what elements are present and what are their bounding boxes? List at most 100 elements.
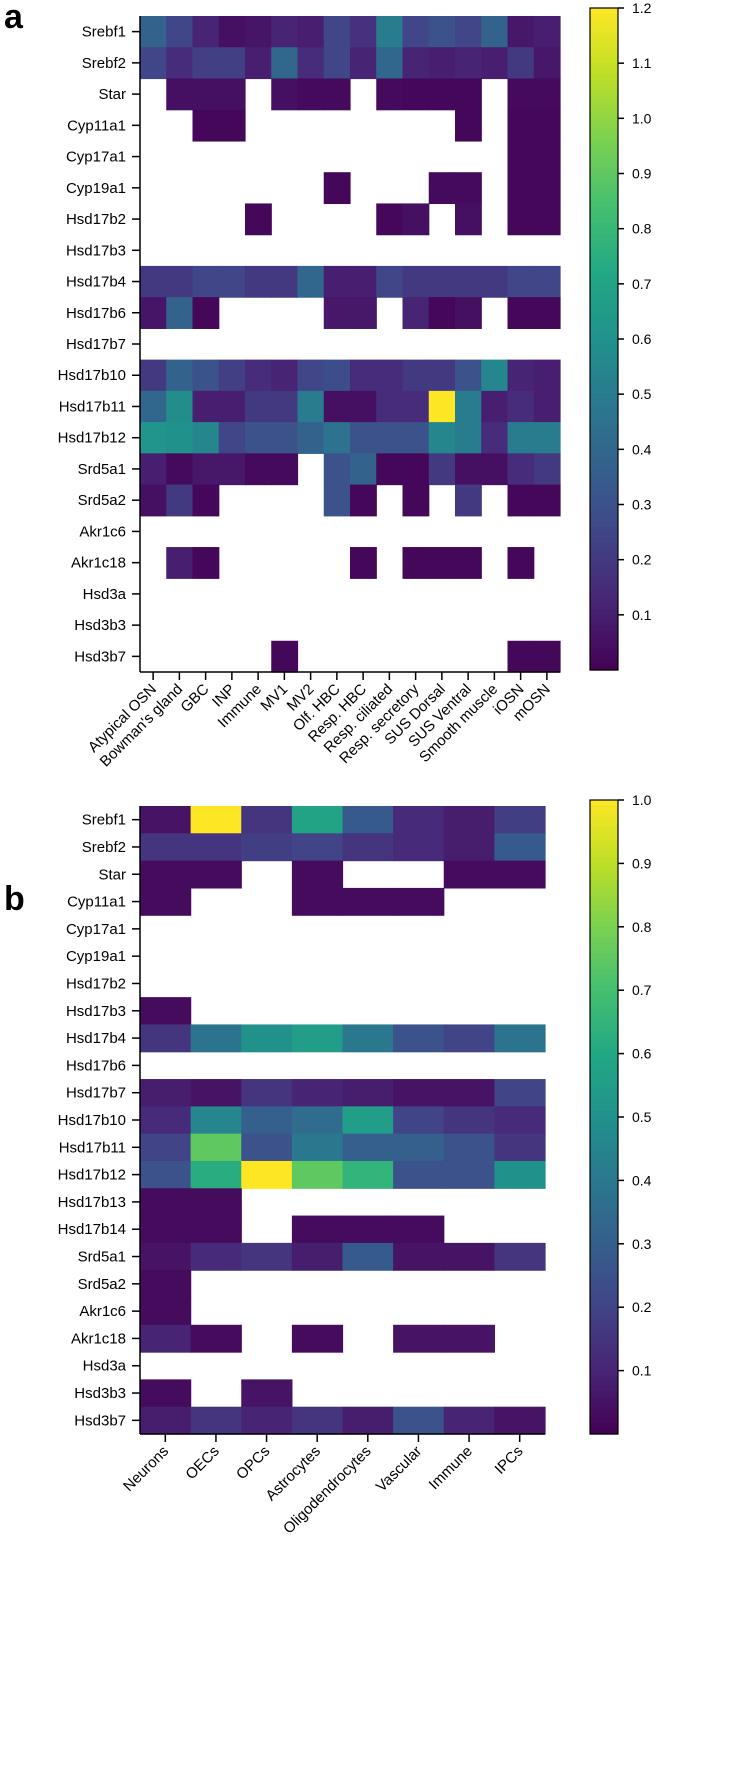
heatmap-b-cell-r10-c3 <box>291 1079 344 1107</box>
heatmap-b-cell-r1-c4 <box>342 833 394 862</box>
colorbar-a-segment <box>590 620 618 627</box>
heatmap-b-cell-r11-c7 <box>494 1106 546 1135</box>
colorbar-a-segment <box>590 653 618 660</box>
colorbar-a-segment <box>590 90 618 97</box>
heatmap-a-cell-r0-c8 <box>350 16 377 48</box>
heatmap-a-cell-r0-c3 <box>218 16 246 48</box>
heatmap-a-cell-r11-c10 <box>402 359 430 392</box>
colorbar-a-segment <box>590 118 618 125</box>
colorbar-b-segment <box>590 1106 618 1113</box>
colorbar-a-segment <box>590 145 618 153</box>
heatmap-b-cell-r19-c3 <box>291 1324 344 1353</box>
colorbar-b-segment <box>590 868 618 875</box>
colorbar-a-segment <box>590 311 618 318</box>
heatmap-b-cell-r16-c5 <box>393 1242 445 1271</box>
heatmap-a-cell-r3-c2 <box>192 109 220 142</box>
heatmap-a-cells <box>140 16 561 673</box>
heatmap-a-cell-r11-c12 <box>455 359 482 392</box>
colorbar-a-segment <box>590 30 618 37</box>
colorbar-b-segment <box>590 1270 618 1277</box>
heatmap-a-cell-r12-c10 <box>402 390 430 423</box>
colorbar-b-tick-label: 0.2 <box>632 1299 652 1315</box>
colorbar-b-segment <box>590 805 618 812</box>
heatmap-a-cell-r14-c14 <box>507 453 535 486</box>
heatmap-a-cell-r9-c8 <box>350 297 377 329</box>
heatmap-b-cell-r22-c6 <box>443 1406 495 1435</box>
colorbar-a-segment <box>590 162 618 169</box>
heatmap-b-cell-r12-c7 <box>494 1133 546 1162</box>
heatmap-a-cell-r14-c11 <box>428 453 456 486</box>
heatmap-b-cell-r12-c6 <box>443 1133 495 1162</box>
colorbar-a-segment <box>590 46 618 53</box>
colorbar-b-segment <box>590 842 618 849</box>
heatmap-b-axes <box>132 806 545 1442</box>
colorbar-a-segment <box>590 559 618 566</box>
heatmap-a-cell-r2-c14 <box>507 78 535 111</box>
heatmap-a-cell-r11-c15 <box>533 359 561 392</box>
heatmap-b-row-label: Hsd17b3 <box>66 1003 126 1020</box>
heatmap-b-cell-r22-c1 <box>190 1406 242 1435</box>
heatmap-a-cell-r12-c2 <box>192 390 220 423</box>
colorbar-b-segment <box>590 1006 618 1012</box>
colorbar-b-segment <box>590 1132 618 1139</box>
heatmap-b-cell-r17-c0 <box>140 1270 192 1299</box>
heatmap-a-cell-r17-c1 <box>166 547 194 579</box>
heatmap-a-row-label: Srebf1 <box>82 24 126 41</box>
colorbar-b-segment <box>590 958 618 965</box>
heatmap-b-cell-r13-c4 <box>342 1160 394 1189</box>
colorbar-b-segment <box>590 1032 618 1039</box>
heatmap-a-cell-r13-c2 <box>192 422 220 454</box>
heatmap-a-cell-r2-c15 <box>533 78 561 111</box>
colorbar-a-segment <box>590 134 618 141</box>
heatmap-a-cell-r4-c14 <box>507 140 535 173</box>
heatmap-b-cell-r22-c5 <box>393 1406 445 1435</box>
heatmap-a-cell-r13-c14 <box>507 422 535 454</box>
heatmap-b-cell-r15-c5 <box>393 1215 445 1244</box>
colorbar-a-segment <box>590 614 618 621</box>
heatmap-a-cell-r17-c8 <box>350 547 377 579</box>
colorbar-b-segment <box>590 1085 618 1092</box>
colorbar-b-segment <box>590 1275 618 1282</box>
colorbar-b-tick-label: 0.5 <box>632 1109 652 1125</box>
colorbar-a-segment <box>590 399 618 406</box>
colorbar-b-segment <box>590 1349 618 1356</box>
heatmap-b-row-label: Srebf1 <box>82 812 126 829</box>
heatmap-b-cell-r12-c5 <box>393 1133 445 1162</box>
colorbar-a-segment <box>590 35 618 42</box>
heatmap-b-cell-r16-c7 <box>494 1242 546 1271</box>
heatmap-b-row-label: Hsd17b6 <box>66 1057 126 1074</box>
heatmap-b-cell-r18-c0 <box>140 1297 192 1326</box>
heatmap-a-cell-r0-c10 <box>402 16 430 48</box>
heatmap-b-cell-r1-c1 <box>190 833 242 862</box>
heatmap-b-cell-r16-c2 <box>241 1242 293 1271</box>
heatmap-a-cell-r9-c10 <box>402 297 430 329</box>
colorbar-b-segment <box>590 863 618 870</box>
heatmap-a-cell-r12-c11 <box>428 390 456 423</box>
heatmap-a-cell-r0-c9 <box>376 16 404 48</box>
heatmap-a-cell-r1-c12 <box>455 47 482 80</box>
heatmap-a-cell-r15-c7 <box>323 484 351 517</box>
heatmap-b-column-label: OPCs <box>233 1443 273 1483</box>
heatmap-a-cell-r17-c14 <box>507 547 535 579</box>
heatmap-a-cell-r12-c13 <box>481 390 509 423</box>
heatmap-b-cell-r13-c2 <box>241 1160 293 1189</box>
colorbar-b-segment <box>590 1095 618 1102</box>
colorbar-b-segment <box>590 905 618 912</box>
heatmap-b-cell-r10-c5 <box>393 1079 445 1107</box>
colorbar-b-segment <box>590 1338 618 1345</box>
heatmap-a-cell-r0-c4 <box>245 16 272 48</box>
colorbar-b-segment <box>590 1111 618 1118</box>
colorbar-a: 0.1 0.2 0.3 0.4 0.5 0.6 0.7 0.8 0.9 1.0 1.1 1.2 <box>589 0 652 671</box>
heatmap-a-cell-r14-c12 <box>455 453 482 486</box>
colorbar-b-segment <box>590 942 618 949</box>
colorbar-a-segment <box>590 107 618 114</box>
colorbar-b-segment <box>590 895 618 901</box>
heatmap-a-cell-r6-c10 <box>402 203 430 236</box>
heatmap-a-cell-r14-c1 <box>166 453 194 486</box>
heatmap-a-cell-r13-c7 <box>323 422 351 454</box>
heatmap-a-cell-r14-c3 <box>218 453 246 486</box>
colorbar-b-segment <box>590 821 618 828</box>
heatmap-a-cell-r11-c11 <box>428 359 456 392</box>
heatmap-a-column-label: MV1 <box>257 681 291 715</box>
colorbar-a-segment <box>590 416 618 423</box>
